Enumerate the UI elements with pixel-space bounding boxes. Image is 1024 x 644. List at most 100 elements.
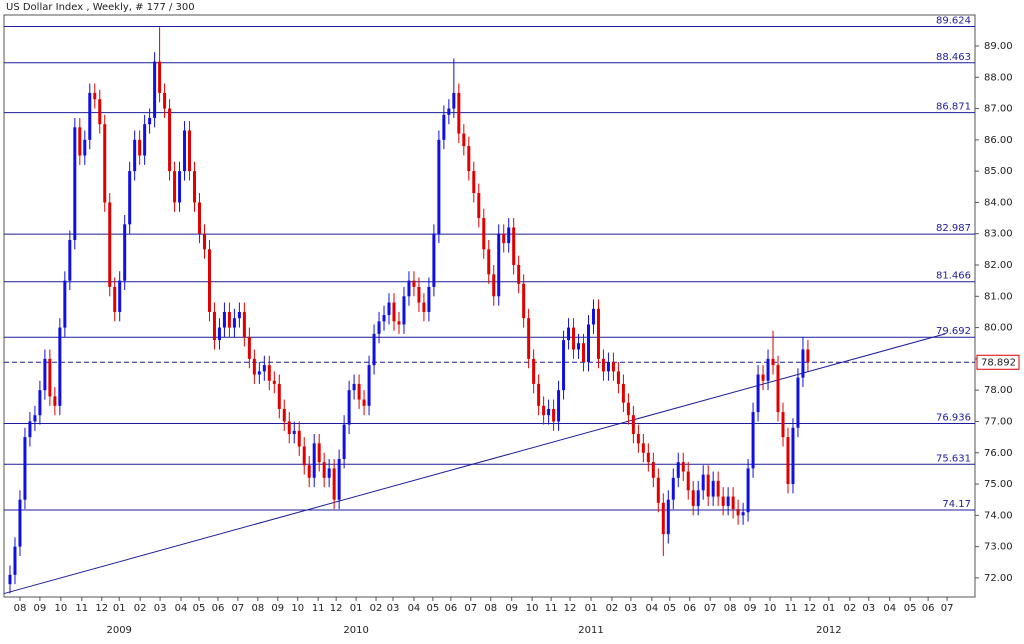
y-tick-label: 84.00: [984, 197, 1013, 208]
candle-body: [696, 490, 700, 506]
level-label: 81.466: [936, 271, 971, 282]
candle-body: [656, 477, 660, 503]
candle-body: [33, 415, 37, 422]
candle-body: [442, 114, 446, 140]
x-tick-label: 12: [330, 603, 343, 614]
level-label: 75.631: [936, 453, 971, 464]
candle-body: [407, 280, 411, 297]
candle-body: [78, 127, 82, 156]
x-tick-label: 10: [54, 603, 67, 614]
x-tick-label: 09: [744, 603, 757, 614]
candle-body: [432, 233, 436, 287]
current-price-box: [976, 354, 1020, 370]
candle-body: [217, 327, 221, 341]
candle-body: [302, 446, 306, 466]
x-tick-label: 03: [387, 603, 400, 614]
candle-body: [183, 130, 187, 172]
candle-body: [48, 358, 52, 397]
candle-body: [123, 224, 127, 281]
x-tick-label: 08: [484, 603, 497, 614]
candle-body: [342, 424, 346, 460]
level-label: 86.871: [936, 102, 971, 113]
candle-body: [492, 274, 496, 297]
candle-body: [631, 415, 635, 434]
candle-body: [726, 496, 730, 506]
chart-title: US Dollar Index , Weekly, # 177 / 300: [6, 2, 195, 13]
candle-body: [68, 239, 72, 281]
candle-body: [188, 130, 192, 172]
x-tick-label: 11: [312, 603, 325, 614]
candle-body: [28, 421, 32, 438]
year-label: 2010: [343, 625, 368, 636]
candle-body: [562, 340, 566, 391]
candle-body: [686, 471, 690, 491]
candle-body: [153, 61, 157, 118]
x-tick-label: 01: [350, 603, 363, 614]
candle-body: [736, 509, 740, 516]
x-tick-label: 01: [113, 603, 126, 614]
candle-body: [38, 390, 42, 416]
candle-body: [596, 308, 600, 359]
candle-body: [392, 302, 396, 322]
candle-body: [58, 327, 62, 406]
candle-body: [661, 502, 665, 535]
x-tick-label: 12: [95, 603, 108, 614]
candle-body: [462, 133, 466, 147]
level-label: 82.987: [936, 223, 971, 234]
y-tick-label: 76.00: [984, 448, 1013, 459]
candle-body: [113, 286, 117, 312]
x-tick-label: 08: [14, 603, 27, 614]
candle-body: [746, 468, 750, 513]
candle-body: [88, 92, 92, 140]
candle-body: [252, 358, 256, 375]
candle-body: [377, 321, 381, 334]
x-tick-label: 08: [724, 603, 737, 614]
candle-body: [701, 474, 705, 491]
candle-body: [621, 383, 625, 403]
candle-body: [317, 443, 321, 463]
candle-body: [23, 437, 27, 500]
x-tick-label: 12: [804, 603, 817, 614]
x-tick-label: 04: [883, 603, 896, 614]
candle-body: [202, 233, 206, 250]
x-tick-label: 03: [862, 603, 875, 614]
current-price-label: 78.892: [981, 357, 1016, 368]
x-tick-label: 07: [232, 603, 245, 614]
candle-body: [512, 227, 516, 266]
x-tick-label: 11: [785, 603, 798, 614]
candle-body: [796, 377, 800, 428]
candle-body: [197, 202, 201, 234]
y-tick-label: 83.00: [984, 229, 1013, 240]
candle-body: [8, 574, 12, 585]
x-tick-label: 01: [585, 603, 598, 614]
candle-body: [352, 383, 356, 391]
candle-body: [457, 92, 461, 134]
candle-body: [497, 233, 501, 297]
y-tick-label: 72.00: [984, 573, 1013, 584]
candle-body: [756, 374, 760, 413]
candle-body: [452, 92, 456, 109]
candle-body: [128, 171, 132, 225]
candle-body: [118, 280, 122, 312]
candle-body: [327, 468, 331, 478]
candle-body: [43, 358, 47, 391]
y-tick-label: 86.00: [984, 135, 1013, 146]
plot-frame: [3, 14, 976, 598]
candle-body: [761, 374, 765, 381]
candle-body: [422, 302, 426, 312]
candle-body: [781, 412, 785, 438]
candle-body: [721, 496, 725, 506]
candle-body: [332, 468, 336, 500]
candle-body: [237, 311, 241, 319]
candle-body: [397, 321, 401, 325]
candle-body: [247, 336, 251, 359]
x-tick-label: 03: [154, 603, 167, 614]
candle-body: [676, 462, 680, 478]
y-tick-label: 80.00: [984, 323, 1013, 334]
candle-body: [367, 365, 371, 406]
y-tick-label: 89.00: [984, 41, 1013, 52]
candle-body: [287, 421, 291, 434]
x-tick-label: 09: [271, 603, 284, 614]
x-tick-label: 10: [764, 603, 777, 614]
candle-body: [227, 311, 231, 328]
